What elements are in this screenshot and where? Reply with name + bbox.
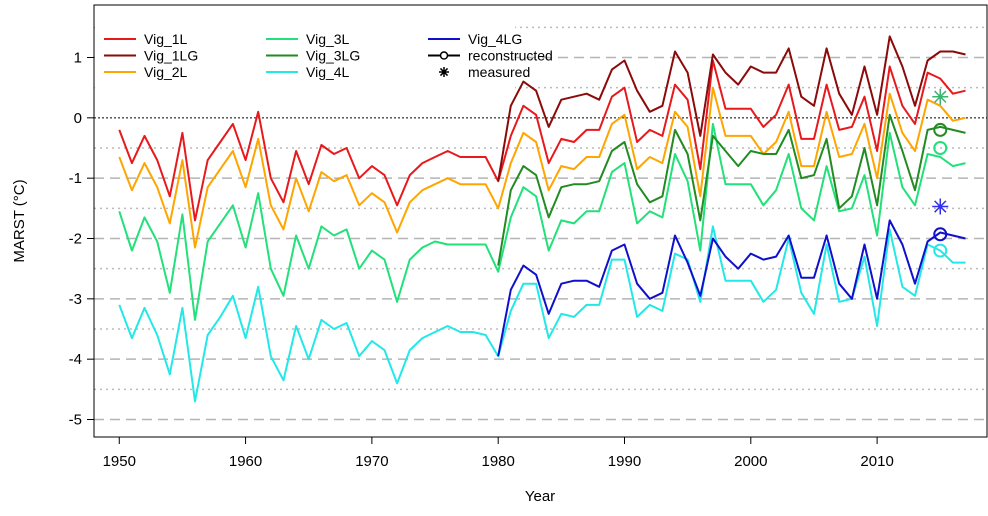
x-tick-label: 2010 [860,453,893,470]
legend-label: Vig_3LG [306,48,360,64]
x-tick-label: 1950 [103,453,136,470]
x-tick-label: 1960 [229,453,262,470]
reconstructed-point [933,122,948,137]
legend-swatch-marker [439,67,449,77]
series-line [118,225,966,403]
y-tick-label: 1 [74,49,82,66]
x-tick-label: 1980 [481,453,514,470]
x-axis-label: Year [525,488,555,505]
reconstructed-point [933,140,948,155]
y-tick-label: -4 [69,351,82,368]
x-tick-label: 1970 [355,453,388,470]
plot-frame [93,4,988,438]
legend-label: Vig_1L [144,31,188,47]
reconstructed-point [933,243,948,258]
legend-label: Vig_4L [306,64,350,80]
legend-swatch-marker [439,51,449,60]
y-tick-label: 0 [74,110,82,127]
y-tick-label: -5 [69,412,82,429]
measured-point [932,88,949,105]
y-axis-label: MARST (°C) [11,179,28,262]
legend-label: Vig_4LG [468,31,522,47]
legend-label: Vig_2L [144,64,188,80]
legend-label: Vig_3L [306,31,350,47]
legend-label: measured [468,64,530,80]
series-line [497,113,966,266]
measured-point [932,198,949,215]
x-tick-label: 2000 [734,453,767,470]
series-line [118,122,966,321]
legend-label: reconstructed [468,48,553,64]
series-line [497,35,966,182]
legend-label: Vig_1LG [144,48,198,64]
reconstructed-point [933,227,948,242]
x-tick-label: 1990 [608,453,641,470]
y-tick-label: -1 [69,170,82,187]
y-tick-label: -3 [69,291,82,308]
series-line [118,59,966,222]
y-tick-label: -2 [69,230,82,247]
series-line [118,86,966,249]
series-line [497,219,966,357]
